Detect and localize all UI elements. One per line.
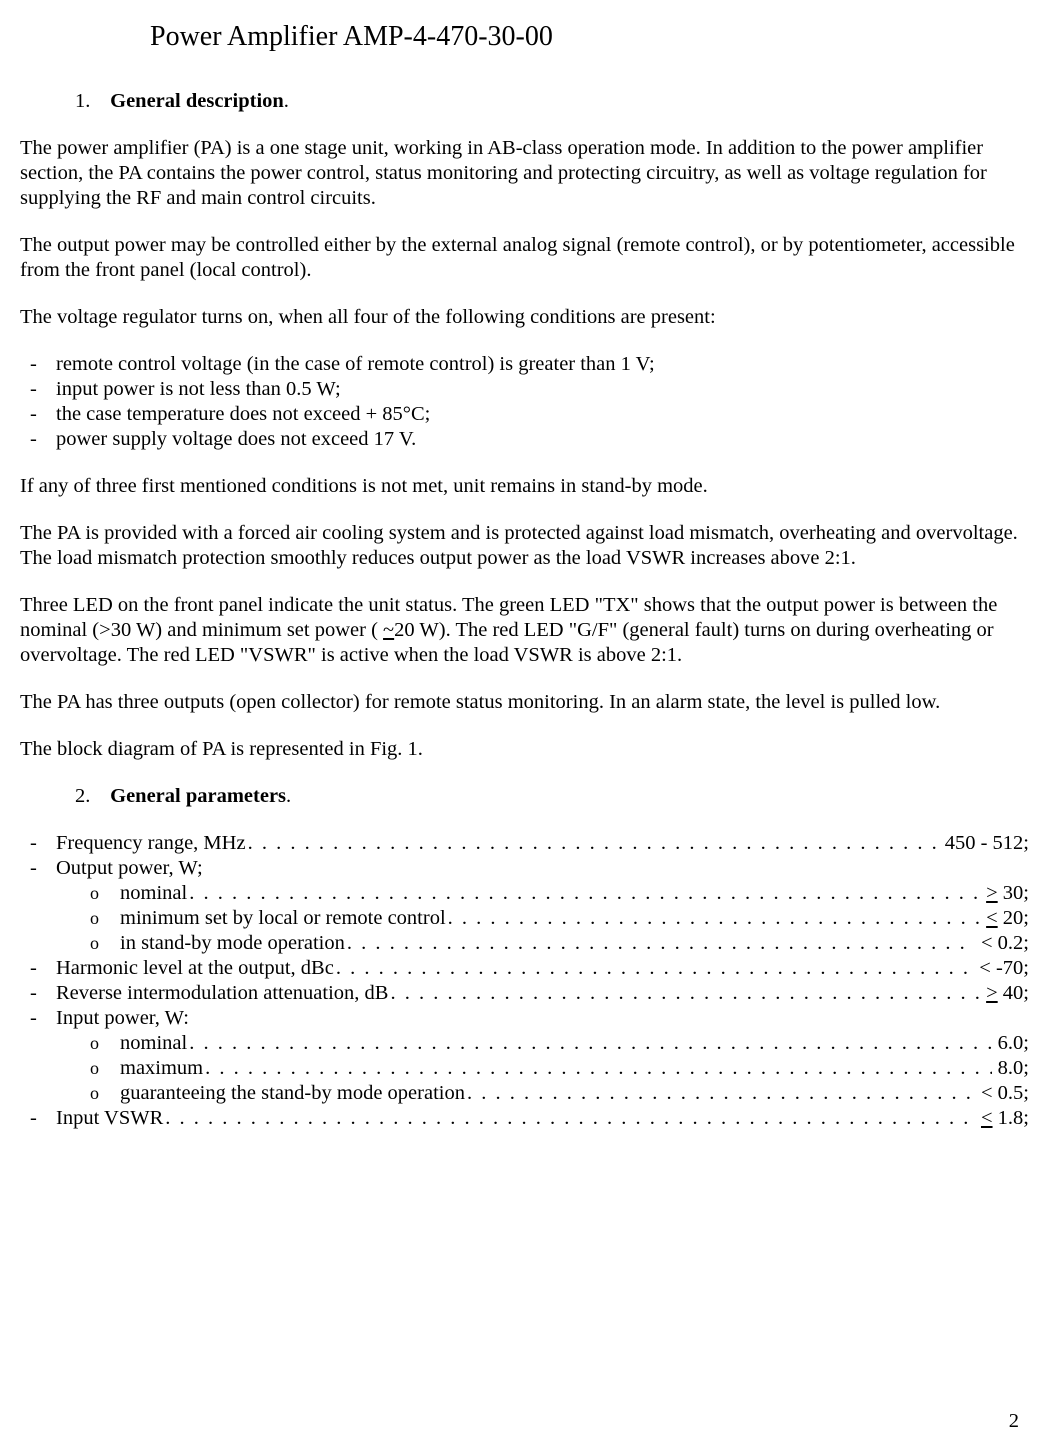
spec-input-standby: o guaranteeing the stand-by mode operati… (20, 1081, 1029, 1106)
section-2-number: 2. (75, 784, 105, 809)
circle-icon: o (90, 883, 110, 905)
circle-icon: o (90, 933, 110, 955)
section-1-title: General description (110, 90, 284, 112)
circle-icon: o (90, 908, 110, 930)
conditions-list: -remote control voltage (in the case of … (20, 352, 1029, 452)
spec-label: nominal (120, 1031, 187, 1056)
spec-value: < -70; (973, 956, 1029, 981)
leader-dots: . . . . . . . . . . . . . . . . . . . . … (203, 1056, 992, 1081)
section-1-number: 1. (75, 89, 105, 114)
leader-dots: . . . . . . . . . . . . . . . . . . . . … (246, 831, 939, 856)
spec-label: Reverse intermodulation attenuation, dB (56, 981, 388, 1006)
condition-item: -power supply voltage does not exceed 17… (20, 427, 1029, 452)
parameters-list: - Frequency range, MHz . . . . . . . . .… (20, 831, 1029, 1131)
leader-dots: . . . . . . . . . . . . . . . . . . . . … (465, 1081, 975, 1106)
spec-label: Input power, W: (46, 1006, 189, 1031)
dash-icon: - (30, 1006, 46, 1031)
paragraph-8: The block diagram of PA is represented i… (20, 737, 1029, 762)
spec-value: < 0.2; (975, 931, 1029, 956)
spec-input-nominal: o nominal . . . . . . . . . . . . . . . … (20, 1031, 1029, 1056)
dash-icon: - (30, 427, 46, 452)
circle-icon: o (90, 1083, 110, 1105)
leader-dots: . . . . . . . . . . . . . . . . . . . . … (334, 956, 973, 981)
paragraph-4: If any of three first mentioned conditio… (20, 474, 1029, 499)
spec-label: minimum set by local or remote control (120, 906, 446, 931)
spec-value: < 0.5; (975, 1081, 1029, 1106)
section-1-heading: 1. General description. (75, 89, 1029, 114)
spec-label: Harmonic level at the output, dBc (56, 956, 334, 981)
spec-value: < 1.8; (975, 1106, 1029, 1131)
spec-label: nominal (120, 881, 187, 906)
leader-dots: . . . . . . . . . . . . . . . . . . . . … (345, 931, 975, 956)
condition-item: -remote control voltage (in the case of … (20, 352, 1029, 377)
spec-label: in stand-by mode operation (120, 931, 345, 956)
spec-output-nominal: o nominal . . . . . . . . . . . . . . . … (20, 881, 1029, 906)
leader-dots: . . . . . . . . . . . . . . . . . . . . … (187, 1031, 991, 1056)
condition-item: -input power is not less than 0.5 W; (20, 377, 1029, 402)
condition-text: power supply voltage does not exceed 17 … (46, 427, 1029, 452)
paragraph-5: The PA is provided with a forced air coo… (20, 521, 1029, 571)
dash-icon: - (30, 352, 46, 377)
page-number: 2 (1009, 1409, 1019, 1434)
paragraph-1: The power amplifier (PA) is a one stage … (20, 136, 1029, 211)
spec-label: Output power, W; (46, 856, 203, 881)
spec-output-min: o minimum set by local or remote control… (20, 906, 1029, 931)
spec-output-standby: o in stand-by mode operation . . . . . .… (20, 931, 1029, 956)
condition-item: -the case temperature does not exceed + … (20, 402, 1029, 427)
condition-text: the case temperature does not exceed + 8… (46, 402, 1029, 427)
spec-value: > 30; (980, 881, 1029, 906)
spec-frequency: - Frequency range, MHz . . . . . . . . .… (20, 831, 1029, 856)
spec-input-vswr: - Input VSWR . . . . . . . . . . . . . .… (20, 1106, 1029, 1131)
spec-value: > 40; (980, 981, 1029, 1006)
spec-input-max: o maximum . . . . . . . . . . . . . . . … (20, 1056, 1029, 1081)
dash-icon: - (30, 981, 46, 1006)
spec-harmonic: - Harmonic level at the output, dBc . . … (20, 956, 1029, 981)
dash-icon: - (30, 831, 46, 856)
paragraph-6-tilde: ~ (383, 619, 394, 641)
leader-dots: . . . . . . . . . . . . . . . . . . . . … (163, 1106, 975, 1131)
paragraph-6: Three LED on the front panel indicate th… (20, 593, 1029, 668)
spec-label: Input VSWR (56, 1106, 163, 1131)
section-2-heading: 2. General parameters. (75, 784, 1029, 809)
leader-dots: . . . . . . . . . . . . . . . . . . . . … (388, 981, 980, 1006)
spec-value: < 20; (980, 906, 1029, 931)
section-2-title: General parameters (110, 785, 286, 807)
section-1-trail: . (284, 90, 289, 112)
dash-icon: - (30, 1106, 46, 1131)
dash-icon: - (30, 402, 46, 427)
dash-icon: - (30, 956, 46, 981)
leader-dots: . . . . . . . . . . . . . . . . . . . . … (446, 906, 980, 931)
spec-value: 6.0; (992, 1031, 1029, 1056)
document-title: Power Amplifier AMP-4-470-30-00 (150, 20, 1029, 54)
spec-label: guaranteeing the stand-by mode operation (120, 1081, 465, 1106)
dash-icon: - (30, 856, 46, 881)
spec-label: Frequency range, MHz (56, 831, 246, 856)
spec-value: 450 - 512; (939, 831, 1029, 856)
dash-icon: - (30, 377, 46, 402)
circle-icon: o (90, 1033, 110, 1055)
circle-icon: o (90, 1058, 110, 1080)
spec-output-power: - Output power, W; (20, 856, 1029, 881)
spec-value: 8.0; (992, 1056, 1029, 1081)
paragraph-2: The output power may be controlled eithe… (20, 233, 1029, 283)
spec-reverse-im: - Reverse intermodulation attenuation, d… (20, 981, 1029, 1006)
paragraph-3: The voltage regulator turns on, when all… (20, 305, 1029, 330)
condition-text: remote control voltage (in the case of r… (46, 352, 1029, 377)
paragraph-7: The PA has three outputs (open collector… (20, 690, 1029, 715)
spec-input-power: - Input power, W: (20, 1006, 1029, 1031)
condition-text: input power is not less than 0.5 W; (46, 377, 1029, 402)
section-2-trail: . (286, 785, 291, 807)
leader-dots: . . . . . . . . . . . . . . . . . . . . … (187, 881, 980, 906)
spec-label: maximum (120, 1056, 203, 1081)
